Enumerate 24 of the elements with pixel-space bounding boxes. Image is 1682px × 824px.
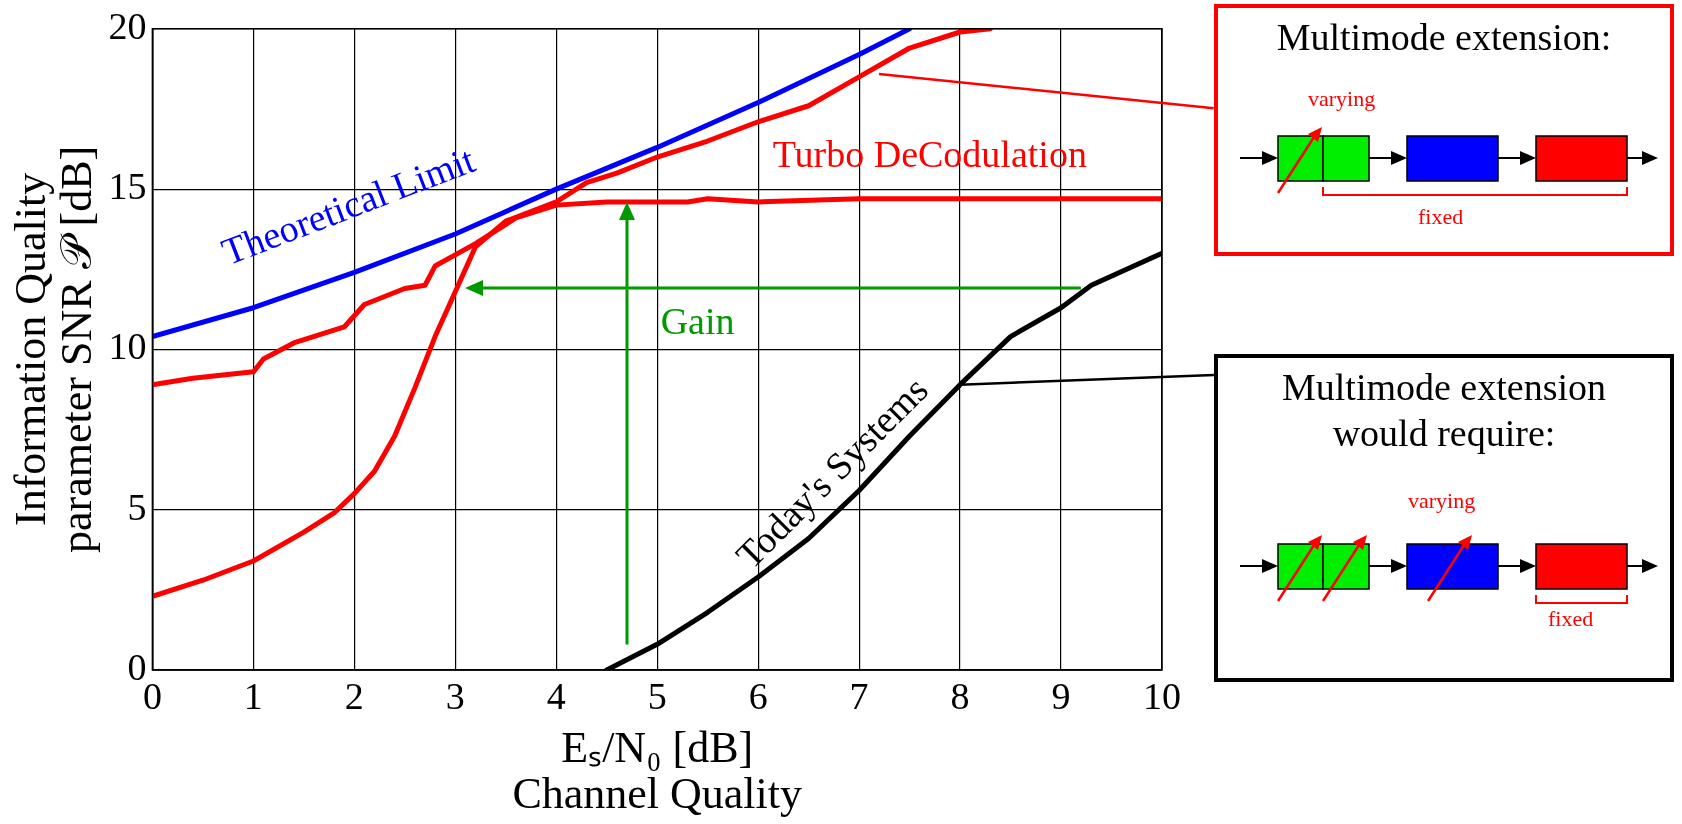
y-tick-label: 0 [127, 645, 147, 688]
x-tick-label: 8 [950, 674, 970, 717]
x-tick-label: 3 [445, 674, 465, 717]
y-tick-label: 15 [108, 165, 147, 208]
y-axis-title: Information Quality parameter SNR 𝒫 [dB] [5, 145, 101, 553]
y-tick-label: 5 [127, 485, 147, 528]
text: fixed [1418, 204, 1464, 230]
text: varying [1408, 488, 1476, 514]
y-tick-label: 20 [108, 4, 147, 47]
text: Multimode extension: [1275, 15, 1613, 60]
x-tick-label: 9 [1051, 674, 1071, 717]
text: fixed [1548, 606, 1594, 632]
x-tick-label: 10 [1143, 674, 1181, 717]
x-tick-label: 5 [647, 674, 667, 717]
text: Multimode extension would require: [1281, 365, 1607, 456]
x-tick-label: 6 [748, 674, 768, 717]
x-tick-label: 2 [344, 674, 364, 717]
x-tick-label: 4 [546, 674, 566, 717]
x-tick-label: 1 [243, 674, 263, 717]
annotation: Gain [660, 299, 735, 342]
x-tick-label: 7 [849, 674, 869, 717]
y-tick-label: 10 [108, 325, 147, 368]
x-axis-title: Eₛ/N₀ [dB] Channel Quality [512, 723, 802, 819]
text: varying [1308, 86, 1376, 112]
